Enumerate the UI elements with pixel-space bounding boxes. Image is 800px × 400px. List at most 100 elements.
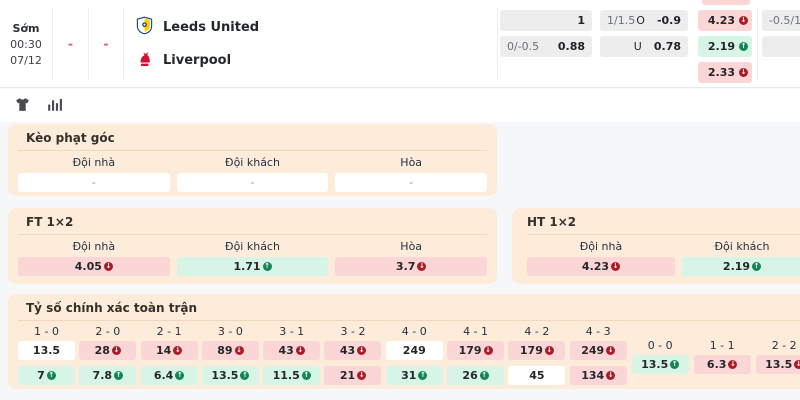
trend-down-icon: ↓	[606, 346, 616, 355]
column-headers: Đội nhà Đội khách Hòa	[18, 156, 487, 169]
odds-next-empty[interactable]	[762, 36, 800, 57]
score-column: 1 - 0 13.5 7 ↑	[18, 325, 75, 385]
score-odd[interactable]: 13.5	[18, 341, 75, 360]
score-odd[interactable]: 7 ↑	[18, 366, 75, 385]
odds-handicap-row2[interactable]: 0/-0.5 0.88	[500, 36, 592, 57]
odds-under-row[interactable]: U 0.78	[600, 36, 688, 57]
odds-value: -	[91, 176, 96, 189]
score-odd[interactable]: 7.8 ↑	[79, 366, 137, 385]
divider	[18, 150, 487, 151]
handicap-line: -0.5/1	[768, 14, 800, 27]
odds-handicap-row1[interactable]: 1	[500, 10, 592, 31]
odds-next-handicap[interactable]: -0.5/1	[762, 10, 800, 31]
score-odd[interactable]: 13.5 ↑	[201, 366, 259, 385]
score-odd[interactable]: 31 ↑	[385, 366, 443, 385]
corner-home-odd[interactable]: -	[18, 173, 170, 192]
divider	[497, 8, 498, 80]
score-odd[interactable]: 13.5 ↓	[755, 355, 800, 374]
score-odd[interactable]: 179 ↓	[508, 341, 566, 360]
trend-down-icon: ↓	[794, 360, 800, 369]
divider	[52, 8, 53, 80]
trend-down-icon: ↓	[103, 262, 113, 271]
match-time: 00:30	[10, 37, 42, 51]
draw-score-group: 0 - 0 13.5 ↑ 1 - 1 6.3 ↓ 2 - 2 13.5 ↓	[631, 339, 800, 385]
trend-up-icon: ↑	[240, 371, 250, 380]
panel-title: FT 1×2	[26, 215, 74, 229]
odds-over-row[interactable]: 1/1.5 O -0.9	[600, 10, 688, 31]
away-column-header: Đội khách	[225, 156, 280, 169]
match-date: 07/12	[10, 53, 42, 67]
odds-value: 4.23	[581, 260, 610, 273]
divider	[757, 8, 758, 80]
odds-value: 45	[529, 369, 545, 382]
scoreline-label: 0 - 0	[647, 339, 673, 352]
score-odd[interactable]: 45	[508, 366, 566, 385]
home-team-row[interactable]: Leeds United	[135, 15, 259, 39]
score-odd[interactable]: 89 ↓	[201, 341, 259, 360]
scoreline-label: 3 - 2	[340, 325, 366, 338]
ft-home-odd[interactable]: 4.05 ↓	[18, 257, 170, 276]
trend-down-icon: ↓	[544, 346, 554, 355]
panel-title: Tỷ số chính xác toàn trận	[26, 301, 198, 315]
stats-button[interactable]	[43, 95, 65, 117]
ft-draw-odd[interactable]: 3.7 ↓	[335, 257, 488, 276]
odds-value: 43	[339, 344, 356, 357]
ht-away-odd[interactable]: 2.19 ↑	[682, 257, 800, 276]
score-column: 3 - 0 89 ↓ 13.5 ↑	[201, 325, 259, 385]
away-column-header: Đội khách	[225, 240, 280, 253]
ht-home-odd[interactable]: 4.23 ↓	[527, 257, 675, 276]
trend-down-icon: ↓	[606, 371, 616, 380]
lineup-button[interactable]	[11, 95, 33, 117]
score-odd[interactable]: 134 ↓	[569, 366, 627, 385]
score-odd[interactable]: 6.4 ↑	[140, 366, 198, 385]
odds-value: 4.05	[74, 260, 102, 273]
scoreline-label: 2 - 0	[95, 325, 121, 338]
trend-down-icon: ↓	[357, 346, 367, 355]
corner-away-odd[interactable]: -	[176, 173, 329, 192]
score-column: 4 - 1 179 ↓ 26 ↑	[447, 325, 505, 385]
odds-1x2-home[interactable]: 4.23 ↓	[698, 10, 752, 31]
trend-down-icon: ↓	[417, 262, 427, 271]
score-odd[interactable]: 43 ↓	[324, 341, 382, 360]
away-column-header: Đội khách	[714, 240, 770, 253]
odds-value: 21	[339, 369, 356, 382]
score-odd[interactable]: 249	[385, 341, 443, 360]
score-odd[interactable]: 6.3 ↓	[693, 355, 751, 374]
odds-1x2-away[interactable]: 2.33 ↓	[698, 62, 752, 83]
column-headers: Đội nhà Đội khách	[527, 240, 800, 253]
score-column: 3 - 1 43 ↓ 11.5 ↑	[263, 325, 321, 385]
odds-value: 13.5	[211, 369, 239, 382]
odds-value: 31	[401, 369, 417, 382]
score-column: 3 - 2 43 ↓ 21 ↓	[324, 325, 382, 385]
trend-up-icon: ↑	[114, 371, 124, 380]
divider	[123, 8, 124, 80]
score-column: 4 - 2 179 ↓ 45	[508, 325, 566, 385]
divider	[88, 8, 89, 80]
trend-up-icon: ↑	[175, 371, 185, 380]
odds-value: 43	[278, 344, 294, 357]
ft-away-odd[interactable]: 1.71 ↑	[176, 257, 329, 276]
score-odd[interactable]: 26 ↑	[447, 366, 505, 385]
corner-draw-odd[interactable]: -	[335, 173, 488, 192]
odds-value: 249	[402, 344, 426, 357]
odds-value: 179	[458, 344, 482, 357]
score-odd[interactable]: 13.5 ↑	[631, 355, 689, 374]
goal-line: 1/1.5	[607, 14, 636, 27]
scoreline-label: 3 - 0	[217, 325, 243, 338]
scoreline-label: 2 - 2	[771, 339, 797, 352]
score-odd[interactable]: 14 ↓	[140, 341, 198, 360]
score-grid: 1 - 0 13.5 7 ↑ 2 - 0 28 ↓ 7.8 ↑ 2 - 1 14 ↓ 6…	[18, 325, 627, 385]
score-odd[interactable]: 179 ↓	[447, 341, 505, 360]
score-column: 2 - 0 28 ↓ 7.8 ↑	[79, 325, 137, 385]
trend-up-icon: ↑	[739, 42, 748, 51]
trend-up-icon: ↑	[46, 371, 56, 380]
away-team-row[interactable]: Liverpool	[135, 48, 259, 72]
score-odd[interactable]: 28 ↓	[79, 341, 137, 360]
score-odd[interactable]: 249 ↓	[569, 341, 627, 360]
odds-1x2-draw[interactable]: 2.19 ↑	[698, 36, 752, 57]
score-odd[interactable]: 21 ↓	[324, 366, 382, 385]
score-odd[interactable]: 11.5 ↑	[263, 366, 321, 385]
teams-block: Leeds United Liverpool	[135, 15, 259, 72]
score-odd[interactable]: 43 ↓	[263, 341, 321, 360]
